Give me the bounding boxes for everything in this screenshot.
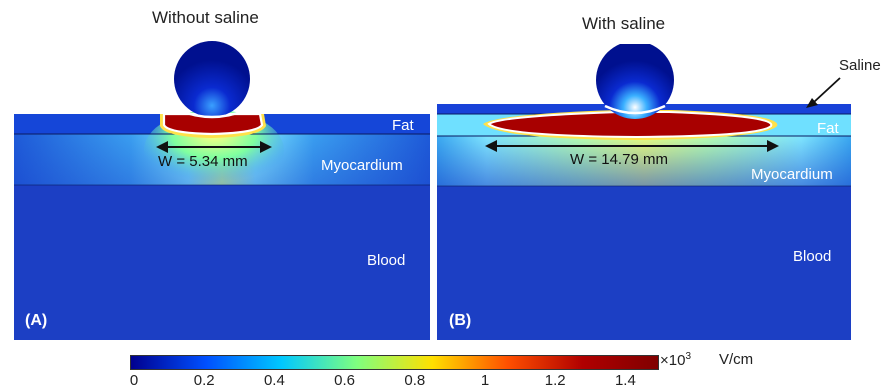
panel-b-fat-label: Fat (817, 120, 839, 137)
electrode (174, 41, 250, 117)
panel-a-label: (A) (25, 312, 48, 329)
colorbar-tick-label: 0.2 (193, 372, 215, 389)
colorbar-unit: V/cm (719, 351, 754, 368)
panel-b-title: With saline (582, 14, 666, 33)
colorbar-multiplier-exponent: 3 (685, 351, 692, 362)
colorbar-tick-label: 0.6 (334, 372, 356, 389)
panel-b-label: (B) (449, 312, 472, 329)
panel-a-myocardium-label: Myocardium (321, 157, 403, 174)
panel-a-width-label: W = 5.34 mm (158, 153, 248, 170)
panel-a-figure (14, 41, 430, 340)
colorbar-multiplier: ×103 (660, 351, 691, 369)
colorbar-multiplier-base: ×10 (660, 352, 686, 369)
colorbar-tick-label: 0.4 (263, 372, 285, 389)
saline-pointer-arrow (806, 77, 841, 108)
colorbar-tick-label: 0.8 (404, 372, 426, 389)
colorbar-tick-label: 1.4 (614, 372, 636, 389)
panel-a-blood-label: Blood (367, 252, 406, 269)
panel-b-width-label: W = 14.79 mm (570, 151, 668, 168)
panel-b-figure (437, 44, 851, 340)
panel-a-title: Without saline (152, 8, 259, 27)
colorbar-tick-label: 0 (129, 372, 139, 389)
colorbar (130, 355, 659, 370)
lesion (489, 112, 772, 137)
panel-b-saline-label: Saline (839, 57, 881, 74)
panel-b-blood-label: Blood (793, 248, 832, 265)
panel-a-fat-label: Fat (392, 117, 414, 134)
electrode (596, 44, 674, 119)
colorbar-tick-label: 1.2 (544, 372, 566, 389)
colorbar-tick-label: 1 (480, 372, 490, 389)
lesion (164, 114, 262, 134)
panel-b-myocardium-label: Myocardium (751, 166, 833, 183)
